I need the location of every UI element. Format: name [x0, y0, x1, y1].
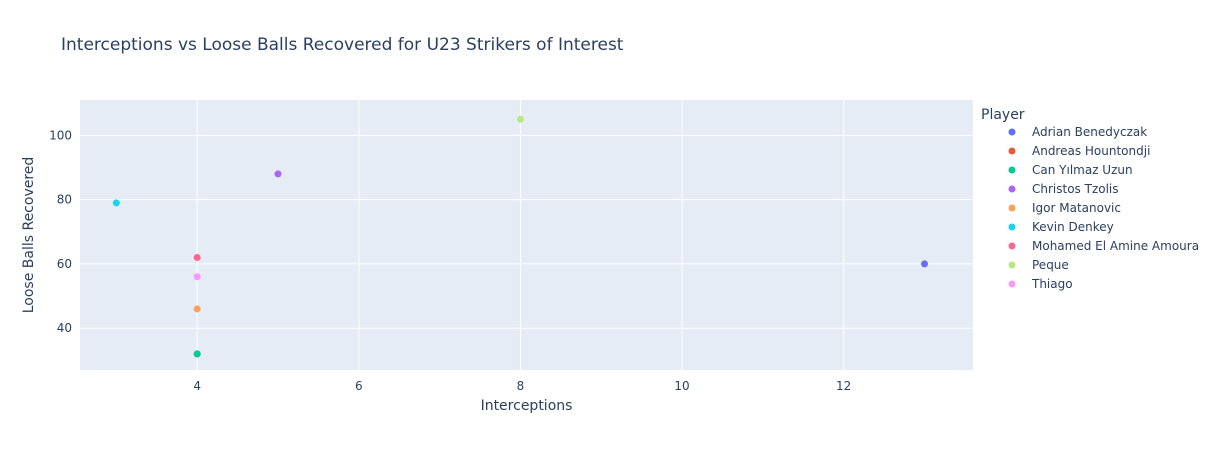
legend-label[interactable]: Can Yılmaz Uzun: [1032, 163, 1133, 177]
legend-marker[interactable]: [1008, 242, 1016, 250]
legend-label[interactable]: Igor Matanovic: [1032, 201, 1121, 215]
x-tick-label: 10: [674, 379, 689, 393]
x-axis-title: Interceptions: [481, 398, 573, 414]
data-point[interactable]: [193, 254, 201, 261]
x-tick-label: 12: [836, 379, 851, 393]
x-tick-label: 6: [355, 379, 363, 393]
data-point[interactable]: [112, 199, 120, 207]
x-gridlines: [196, 100, 845, 370]
x-tick-label: 8: [517, 379, 525, 393]
legend-marker[interactable]: [1008, 166, 1016, 174]
x-tick-label: 4: [193, 379, 201, 393]
data-point[interactable]: [193, 350, 201, 358]
legend-marker[interactable]: [1008, 280, 1016, 288]
y-gridlines: [80, 134, 973, 329]
legend-marker[interactable]: [1008, 128, 1016, 136]
legend-label[interactable]: Kevin Denkey: [1032, 220, 1114, 234]
data-point[interactable]: [516, 115, 524, 123]
y-tick-labels: 40 60 80 100: [49, 128, 72, 335]
legend-marker[interactable]: [1008, 185, 1016, 193]
legend-title: Player: [981, 107, 1025, 123]
legend-label[interactable]: Christos Tzolis: [1032, 182, 1119, 196]
legend-label[interactable]: Adrian Benedyczak: [1032, 125, 1147, 139]
legend-label[interactable]: Thiago: [1031, 277, 1073, 291]
y-axis-title: Loose Balls Recovered: [21, 157, 37, 314]
data-point[interactable]: [921, 260, 929, 268]
data-point[interactable]: [193, 305, 201, 313]
data-point[interactable]: [193, 273, 201, 281]
legend-marker[interactable]: [1008, 204, 1016, 212]
legend-marker[interactable]: [1008, 261, 1016, 269]
data-points[interactable]: [112, 115, 929, 358]
chart-title: Interceptions vs Loose Balls Recovered f…: [61, 35, 624, 55]
legend-marker[interactable]: [1008, 223, 1016, 231]
legend-label[interactable]: Andreas Hountondji: [1032, 144, 1150, 158]
y-tick-label: 60: [57, 257, 72, 271]
legend-label[interactable]: Mohamed El Amine Amoura: [1032, 239, 1199, 253]
legend[interactable]: Player Adrian Benedyczak Andreas Hountond…: [981, 107, 1199, 291]
y-tick-label: 40: [57, 321, 72, 335]
data-point[interactable]: [274, 170, 282, 178]
plot-area: [80, 100, 973, 370]
legend-label[interactable]: Peque: [1032, 258, 1069, 272]
legend-marker[interactable]: [1008, 147, 1016, 155]
y-tick-label: 100: [49, 128, 72, 142]
y-tick-label: 80: [57, 193, 72, 207]
x-tick-labels: 4 6 8 10 12: [193, 379, 851, 393]
